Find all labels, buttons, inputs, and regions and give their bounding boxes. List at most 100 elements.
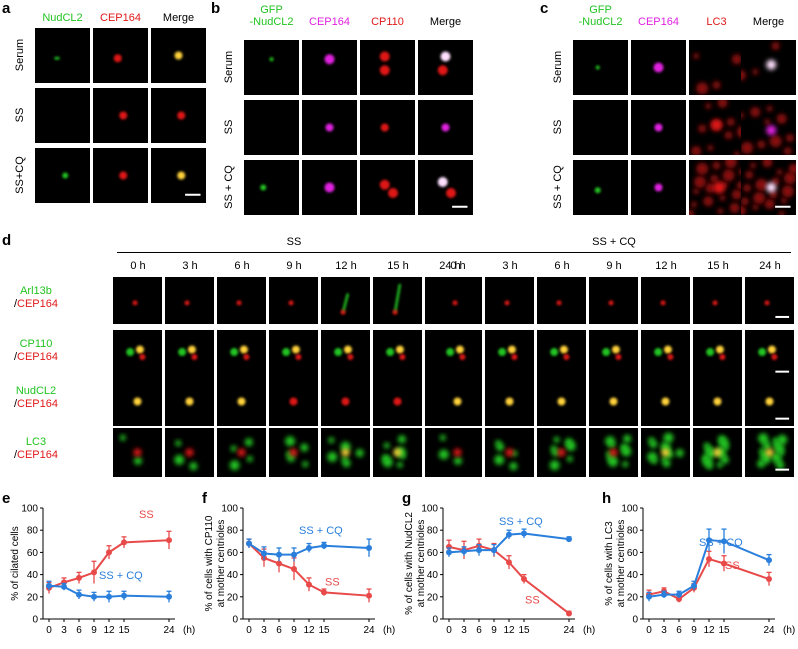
time-label-1-6: 24 h: [759, 260, 781, 272]
panel-c-header-line: LC3: [706, 16, 727, 28]
tile-d-1-1-1-spot-0: [498, 348, 507, 357]
row-label-cep164: /CEP164: [13, 398, 59, 410]
xtick-label-f-6: 6: [276, 625, 282, 636]
xtick-label-f-0: 0: [246, 625, 252, 636]
xtick-label-g-24: 24: [563, 625, 575, 636]
row-label-cep164: /CEP164: [13, 449, 59, 461]
point-f-1-3: [291, 551, 297, 558]
xtick-label-h-0: 0: [646, 625, 652, 636]
point-f-1-5: [321, 542, 327, 549]
tile-d-1-1-6: [745, 330, 794, 379]
tile-c-1-2: [689, 100, 744, 155]
tile-d-0-0-3: [269, 277, 318, 324]
panel-c-row-label-2: SS + CQ: [552, 164, 564, 209]
point-e-1-4: [106, 593, 112, 600]
tile-c-1-1-spot-0: [654, 123, 663, 132]
tile-b-0-2-spot-1: [379, 65, 390, 76]
tile-c-2-2-spot-7: [696, 162, 709, 175]
point-g-0-4: [506, 559, 512, 566]
tile-b-2-3-spot-0: [437, 177, 448, 187]
tile-d-0-3-5-spot-5: [382, 457, 393, 468]
panel-label-b: b: [211, 0, 221, 17]
tile-d-0-3-1-spot-3: [185, 448, 194, 457]
tile-d-0-0-4-cilium: [341, 293, 350, 313]
tile-d-0-3-4-spot-4: [342, 459, 351, 468]
tile-d-1-0-2: [537, 277, 586, 324]
tile-c-1-3-spot-4: [741, 112, 744, 119]
ytick-label-e-80: 80: [27, 526, 39, 537]
ytick-label-f-0: 0: [232, 615, 238, 626]
tile-d-0-1-3-spot-2: [295, 353, 302, 360]
tile-d-1-2-3: [589, 377, 638, 426]
tile-c-0-1-spot-0: [653, 62, 664, 73]
tile-c-1-3-spot-2: [750, 107, 761, 118]
panel-c-row-label-1: SS: [552, 119, 564, 134]
ytick-label-f-20: 20: [227, 592, 239, 603]
tile-c-2-3-spot-9: [743, 184, 752, 193]
xtick-label-f-15: 15: [318, 625, 330, 636]
tile-d-0-3-5-spot-6: [399, 452, 406, 459]
point-h-1-6: [766, 557, 772, 564]
tile-d-1-2-4-spot-0: [661, 397, 670, 406]
tile-b-0-3-spot-1: [437, 65, 448, 76]
ytick-label-h-60: 60: [627, 548, 639, 559]
point-f-1-0: [246, 540, 252, 547]
ytick-label-g-100: 100: [421, 504, 438, 515]
tile-c-0-3-spot-3: [741, 70, 746, 81]
panel-b-header-line: Merge: [429, 16, 462, 28]
point-g-0-6: [566, 610, 572, 617]
xtick-label-g-9: 9: [491, 625, 497, 636]
tile-d-0-1-5-spot-1: [395, 345, 404, 354]
x-unit-h: (h): [783, 625, 795, 636]
tile-c-2-2-spot-2: [705, 183, 716, 194]
tile-d-0-3-3: [269, 428, 318, 477]
tile-d-1-1-5-spot-0: [706, 348, 715, 357]
tile-d-1-1-5-spot-2: [719, 353, 726, 360]
row-label-marker: NudCL2: [15, 385, 57, 397]
xtick-label-g-3: 3: [461, 625, 467, 636]
xtick-label-f-24: 24: [363, 625, 375, 636]
ytick-label-g-60: 60: [427, 548, 439, 559]
time-label-1-2: 6 h: [554, 260, 570, 272]
tile-d-0-1-5-spot-0: [386, 348, 395, 357]
tile-d-1-3-0: [433, 428, 482, 477]
point-g-1-6: [566, 536, 572, 543]
tile-d-0-3-2: [217, 428, 266, 477]
tile-a-2-0: [35, 148, 90, 203]
tile-c-2-2-spot-6: [731, 189, 742, 200]
x-unit-e: (h): [183, 625, 195, 636]
series-label-h-0: SS: [725, 560, 740, 572]
tile-b-1-2-spot-0: [380, 123, 389, 132]
tile-d-1-3-2-spot-5: [565, 441, 576, 452]
tile-d-1-3-5: [693, 428, 742, 477]
panel-c-header-line: -NudCL2: [578, 16, 623, 28]
tile-c-2-3-spot-14: [788, 163, 796, 174]
point-g-1-1: [461, 548, 467, 555]
tile-d-0-0-5: [373, 277, 422, 324]
tile-d-0-3-3-spot-1: [300, 443, 309, 452]
tile-d-0-2-5-spot-0: [393, 397, 402, 406]
tile-a-1-1: [93, 88, 148, 143]
tile-c-0-2-spot-3: [696, 82, 709, 95]
tile-c-2-2-spot-10: [703, 196, 714, 207]
tile-c-2-3: [741, 160, 796, 215]
tile-d-1-2-1: [485, 377, 534, 426]
point-g-1-0: [446, 549, 452, 556]
tile-c-2-2-spot-12: [690, 201, 697, 208]
point-h-1-5: [721, 538, 727, 545]
tile-d-0-3-4-spot-2: [340, 441, 351, 452]
panel-c-header-line: GFP: [589, 4, 612, 16]
xtick-label-f-9: 9: [291, 625, 297, 636]
tile-c-0-2: [689, 40, 744, 95]
ytick-label-e-100: 100: [21, 504, 38, 515]
tile-d-0-3-0-spot-1: [133, 456, 142, 465]
tile-c-2-3-spot-8: [778, 210, 785, 215]
tile-d-1-3-6-spot-15: [765, 448, 774, 457]
tile-d-1-0-4-spot-0: [660, 300, 666, 306]
tile-d-1-3-0-spot-2: [438, 449, 449, 460]
tile-c-1-2-spot-9: [724, 131, 733, 140]
tile-d-1-3-2-spot-4: [551, 448, 560, 457]
panel-d-row-label-3: LC3/CEP164: [6, 436, 66, 462]
ylabel-g-0: % of cells with NudCL2: [404, 512, 415, 615]
tile-d-0-2-2: [217, 377, 266, 426]
